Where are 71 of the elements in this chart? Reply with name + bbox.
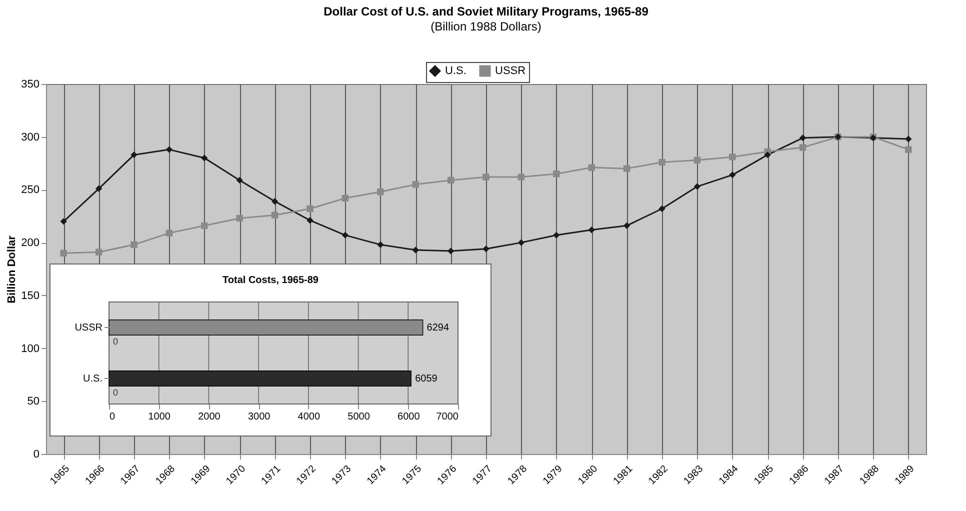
data-label: 6294 <box>426 322 450 334</box>
x-tick-label: 5000 <box>348 412 370 422</box>
x-tick-label: 2000 <box>198 412 221 422</box>
point <box>271 198 278 205</box>
point <box>95 248 102 256</box>
legend-label: U.S. <box>445 65 466 77</box>
point <box>306 205 314 212</box>
point <box>658 205 666 212</box>
point <box>95 185 102 192</box>
point <box>694 156 701 164</box>
point <box>799 144 806 151</box>
y-tick-label: 250 <box>21 184 40 196</box>
y-tick-label: 50 <box>27 396 40 408</box>
point <box>342 194 349 202</box>
point <box>553 232 560 239</box>
y-tick-label: 100 <box>21 342 40 355</box>
point <box>60 250 67 256</box>
y-axis-title: Billion Dollar <box>6 234 18 304</box>
point <box>377 241 384 248</box>
point <box>201 154 208 162</box>
chart-subtitle: (Billion 1988 Dollars) <box>430 20 542 34</box>
y-tick-label: 200 <box>21 237 40 250</box>
point <box>236 214 243 222</box>
x-tick-label: 7000 <box>436 412 459 422</box>
annotation: 0 <box>113 336 118 346</box>
point <box>130 241 138 248</box>
point <box>306 217 314 224</box>
point <box>905 146 912 153</box>
point <box>412 246 419 254</box>
point <box>694 183 701 190</box>
chart-title: Dollar Cost of U.S. and Soviet Military Programs, 1965-89 <box>324 4 649 18</box>
point <box>412 181 419 188</box>
point <box>588 164 595 171</box>
point <box>236 176 243 184</box>
point <box>729 172 736 178</box>
point <box>271 212 278 218</box>
point <box>482 246 490 252</box>
point <box>166 146 173 153</box>
x-tick-label: 3000 <box>248 412 271 422</box>
point <box>201 222 208 230</box>
point <box>623 165 630 172</box>
point <box>518 239 525 246</box>
y-tick-label: 150 <box>21 290 40 302</box>
annotation: 0 <box>113 388 118 398</box>
point <box>518 174 525 180</box>
x-tick-label: 1000 <box>148 412 171 422</box>
point <box>658 158 666 166</box>
point <box>130 151 138 158</box>
x-tick-label: 6000 <box>398 412 420 422</box>
legend-label: USSR <box>495 65 526 77</box>
point <box>377 188 384 196</box>
point <box>553 170 560 178</box>
x-tick-label: 0 <box>110 412 116 422</box>
point <box>623 222 630 230</box>
point <box>799 134 806 142</box>
y-tick-label: 0 <box>33 448 40 460</box>
point <box>729 154 736 160</box>
point <box>447 248 454 254</box>
y-tick-label: 350 <box>21 78 40 90</box>
data-label: 6059 <box>415 374 438 384</box>
point <box>764 151 771 158</box>
point <box>166 230 173 236</box>
point <box>447 176 454 184</box>
y-tick-label: 300 <box>21 131 40 144</box>
point <box>60 218 67 225</box>
chart-title: Total Costs, 1965-89 <box>222 275 319 286</box>
point <box>588 226 595 234</box>
x-tick-label: 4000 <box>298 412 320 422</box>
point <box>482 174 490 180</box>
point <box>342 232 349 239</box>
point <box>905 136 912 142</box>
